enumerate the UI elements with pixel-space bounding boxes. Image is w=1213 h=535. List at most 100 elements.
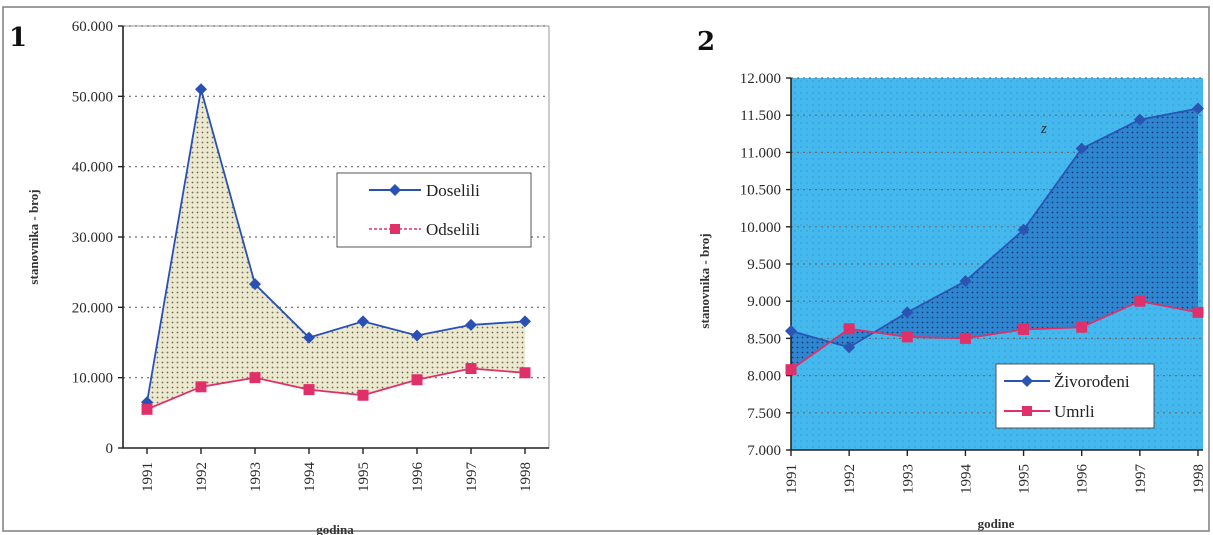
page-border xyxy=(2,6,1210,532)
chart-1-point-odselili xyxy=(249,372,261,384)
chart-2-point-živorođeni xyxy=(1017,223,1030,236)
chart-1-line-odselili xyxy=(146,367,526,411)
chart-2-legend-label-zivorodeni: Živorođeni xyxy=(1054,372,1130,391)
chart-2-point-umrli xyxy=(1134,295,1146,307)
chart-1-y-tick-label: 40.000 xyxy=(72,160,113,176)
chart-2-x-tick-label: 1996 xyxy=(1075,464,1091,495)
chart-1-point-doselili xyxy=(357,315,369,328)
chart-2-point-živorođeni xyxy=(959,275,972,288)
chart-1-legend-label-odselili: Odselili xyxy=(426,220,480,239)
chart-2-legend-marker-umrli xyxy=(1022,406,1032,416)
chart-2-line-živorođeni xyxy=(790,107,1199,349)
chart-2-natality: 7.000 7.500 8.000 8.500 9.000 9.500 10.000 10.5… xyxy=(697,71,1207,531)
chart-1-y-tick-label: 10.000 xyxy=(72,371,113,387)
chart-1-area-between-series xyxy=(147,89,525,410)
chart-1-point-odselili xyxy=(411,374,423,386)
chart-1-migration: 0 10.000 20.000 30.000 40.000 50.000 60.000 19… xyxy=(26,19,550,535)
chart-2-x-tick-label: 1991 xyxy=(784,464,800,494)
chart-2-y-tick-label: 12.000 xyxy=(740,71,781,87)
chart-1-y-tick-labels: 0 10.000 20.000 30.000 40.000 50.000 60.000 xyxy=(72,19,123,457)
chart-2-legend: Živorođeni Umrli xyxy=(995,363,1155,429)
chart-1-x-tick-label: 1998 xyxy=(518,462,534,492)
chart-2-y-tick-label: 8.000 xyxy=(747,369,781,385)
chart-2-point-umrli xyxy=(785,364,797,376)
chart-1-point-odselili xyxy=(195,381,207,393)
panel-number-2: 2 xyxy=(697,27,715,57)
chart-2-point-umrli xyxy=(1076,321,1088,333)
chart-1-point-doselili xyxy=(519,315,531,328)
chart-1-point-doselili xyxy=(195,83,207,96)
chart-1-legend: Doselili Odselili xyxy=(336,172,532,248)
chart-2-y-tick-labels: 7.000 7.500 8.000 8.500 9.000 9.500 10.000 10.5… xyxy=(740,71,791,459)
chart-1-legend-box xyxy=(336,172,532,248)
chart-1-x-tick-label: 1992 xyxy=(194,462,210,492)
chart-2-x-axis-title: godine xyxy=(978,516,1015,531)
chart-2-y-axis-title: stanovnika - broj xyxy=(697,233,712,328)
chart-1-y-axis-title: stanovnika - broj xyxy=(26,189,41,284)
panel-number-1: 1 xyxy=(9,23,27,53)
chart-1-x-tick-label: 1993 xyxy=(248,462,264,492)
chart-2-x-tick-label: 1995 xyxy=(1017,464,1033,494)
chart-2-y-tick-label: 10.000 xyxy=(740,220,781,236)
chart-1-x-tick-label: 1997 xyxy=(464,462,480,493)
chart-1-point-odselili xyxy=(303,384,315,396)
chart-2-x-tick-label: 1997 xyxy=(1133,464,1149,495)
chart-2-y-tick-label: 11.500 xyxy=(740,108,781,124)
chart-2-point-umrli xyxy=(901,331,913,343)
chart-1-y-tick-label: 60.000 xyxy=(72,19,113,35)
chart-1-point-odselili xyxy=(465,363,477,375)
chart-2-point-živorođeni xyxy=(1075,142,1088,155)
chart-1-point-doselili xyxy=(411,329,423,342)
chart-2-point-živorođeni xyxy=(785,324,797,337)
chart-2-y-tick-label: 10.500 xyxy=(740,183,781,199)
chart-2-point-živorođeni xyxy=(1192,102,1204,115)
chart-2-legend-label-umrli: Umrli xyxy=(1054,402,1095,421)
chart-2-point-umrli xyxy=(1018,323,1030,335)
chart-1-point-odselili xyxy=(519,367,531,379)
chart-2-x-tick-label: 1992 xyxy=(842,464,858,494)
chart-1-y-tick-label: 0 xyxy=(106,441,114,457)
chart-2-point-umrli xyxy=(959,332,971,344)
chart-2-y-tick-label: 7.500 xyxy=(747,406,781,422)
chart-2-y-tick-label: 11.000 xyxy=(740,145,781,161)
chart-2-y-tick-label: 9.500 xyxy=(747,257,781,273)
chart-2-x-tick-label: 1998 xyxy=(1191,464,1207,494)
chart-1-y-tick-label: 50.000 xyxy=(72,89,113,105)
chart-1-legend-label-doselili: Doselili xyxy=(426,181,480,200)
chart-1-point-odselili xyxy=(357,389,369,401)
chart-2-point-umrli xyxy=(843,323,855,335)
chart-1-point-doselili xyxy=(249,278,261,291)
chart-1-x-tick-label: 1995 xyxy=(356,462,372,492)
chart-1-x-tick-label: 1991 xyxy=(140,462,156,492)
chart-2-legend-box xyxy=(995,363,1155,429)
chart-1-x-tick-labels: 1991 1992 1993 1994 1995 1996 1997 1998 xyxy=(140,448,534,492)
chart-2-series xyxy=(785,102,1204,376)
chart-1-point-odselili xyxy=(141,403,153,415)
chart-2-x-tick-labels: 1991 1992 1993 1994 1995 1996 1997 1998 xyxy=(784,450,1207,494)
chart-2-legend-marker-zivorodeni xyxy=(1021,375,1033,387)
chart-2-x-tick-label: 1993 xyxy=(900,464,916,494)
chart-1-legend-marker-doselili xyxy=(389,184,401,196)
chart-2-point-živorođeni xyxy=(901,306,914,319)
chart-2-line-umrli xyxy=(790,300,1199,371)
chart-1-x-tick-label: 1996 xyxy=(410,462,426,493)
chart-2-point-živorođeni xyxy=(1133,113,1146,126)
chart-2-y-tick-label: 9.000 xyxy=(747,294,781,310)
chart-1-point-doselili xyxy=(465,318,477,331)
chart-2-area-between-series xyxy=(791,108,1198,370)
chart-1-legend-marker-odselili xyxy=(390,224,400,234)
chart-1-y-tick-label: 20.000 xyxy=(72,300,113,316)
chart-1-y-tick-label: 30.000 xyxy=(72,230,113,246)
chart-1-x-axis-title: godina xyxy=(316,522,354,535)
chart-1-point-doselili xyxy=(303,331,315,344)
chart-2-point-živorođeni xyxy=(843,341,856,354)
chart-2-x-tick-label: 1994 xyxy=(958,464,974,495)
chart-1-line-doselili xyxy=(146,89,526,403)
chart-1-series xyxy=(141,83,531,415)
chart-1-x-tick-label: 1994 xyxy=(302,462,318,493)
chart-2-point-umrli xyxy=(1192,306,1204,318)
chart-2-annotation: z xyxy=(1040,121,1047,137)
chart-2-y-tick-label: 8.500 xyxy=(747,331,781,347)
chart-2-y-tick-label: 7.000 xyxy=(747,443,781,459)
